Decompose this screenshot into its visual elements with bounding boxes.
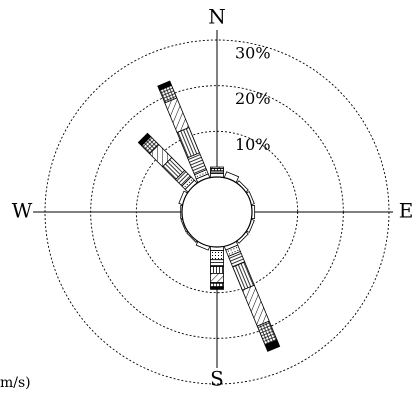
labels: N E S W 10% 20% 30% m/s) — [0, 5, 413, 392]
unit-label: m/s) — [0, 375, 31, 391]
direction-label-south: S — [210, 367, 224, 391]
bar-nnw — [157, 80, 211, 184]
direction-label-north: N — [208, 5, 226, 29]
bar-segment-sse-6 — [264, 339, 281, 352]
ring-label-10: 10% — [235, 135, 271, 154]
bar-segment-nnw-4 — [164, 97, 190, 133]
bar-nw — [137, 132, 199, 194]
direction-label-west: W — [12, 199, 33, 223]
direction-label-east: E — [399, 199, 414, 223]
bar-sse — [223, 240, 281, 352]
bar-segment-n-4 — [210, 166, 224, 169]
bar-segment-nw-6 — [137, 132, 152, 147]
bar-segment-s-6 — [210, 286, 224, 290]
bar-segment-s-1 — [210, 250, 224, 261]
bar-s — [210, 245, 224, 290]
ring-label-30: 30% — [235, 44, 271, 63]
bar-segment-s-3 — [210, 266, 224, 274]
bar-segment-nnw-3 — [176, 126, 201, 159]
direction-bars — [137, 80, 281, 352]
bar-segment-nnw-6 — [157, 80, 173, 91]
ring-label-20: 20% — [235, 89, 271, 108]
bar-segment-s-5 — [210, 282, 224, 288]
calm-circle — [181, 176, 253, 248]
bar-segment-sse-3 — [232, 261, 255, 291]
bar-segment-sse-4 — [241, 284, 270, 327]
bar-segment-s-4 — [210, 272, 224, 283]
bar-n — [210, 166, 224, 179]
bar-segment-s-2 — [210, 259, 224, 267]
